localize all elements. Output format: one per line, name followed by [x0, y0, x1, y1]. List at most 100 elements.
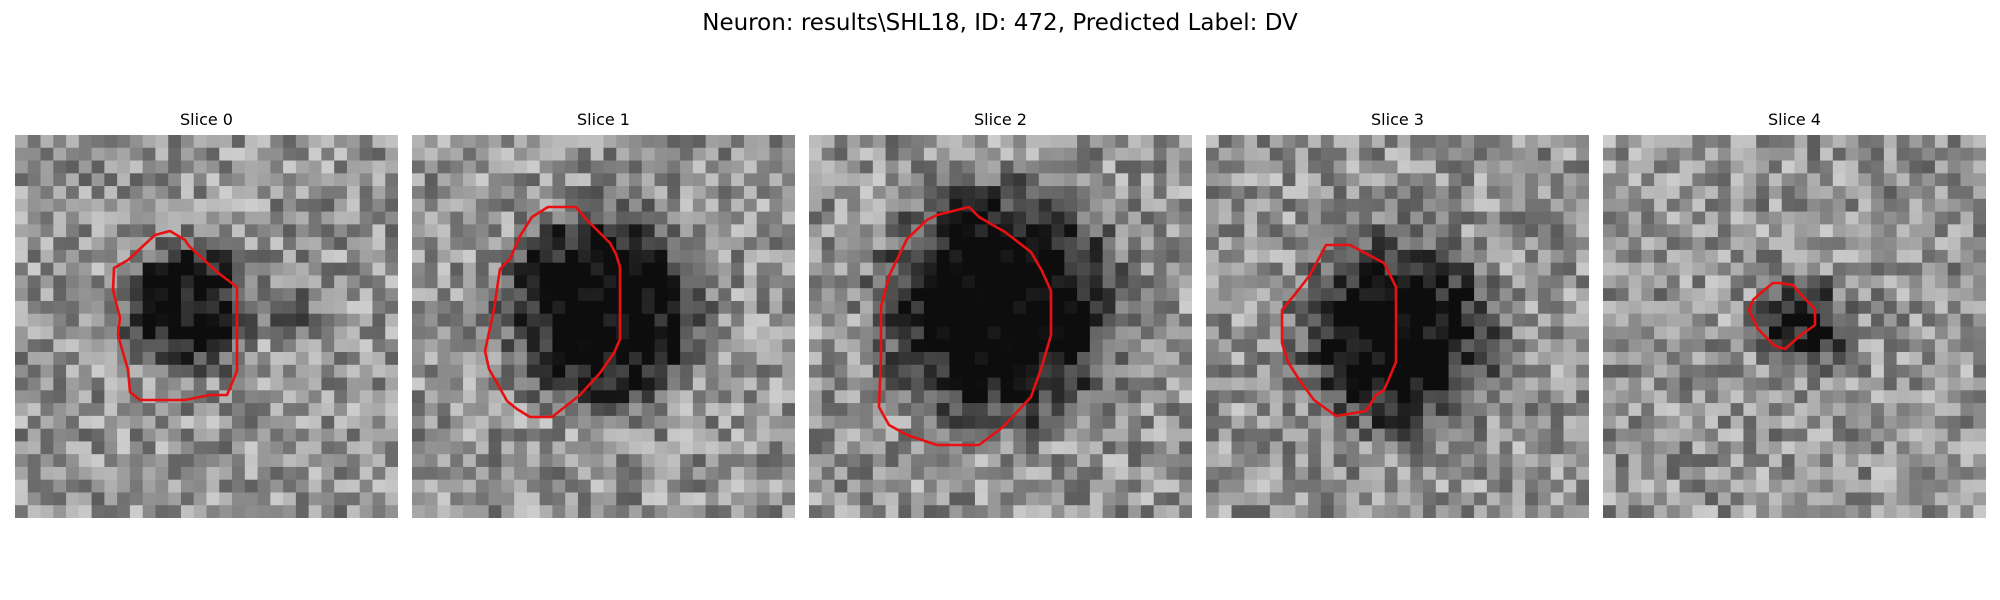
- noise-pixel: [308, 415, 322, 430]
- noise-pixel: [1359, 237, 1373, 251]
- noise-pixel: [923, 275, 938, 289]
- noise-pixel: [346, 313, 361, 328]
- noise-pixel: [1448, 300, 1462, 315]
- noise-pixel: [232, 173, 246, 187]
- noise-pixel: [1820, 454, 1834, 468]
- noise-pixel: [1499, 224, 1513, 238]
- noise-pixel: [692, 249, 707, 264]
- noise-pixel: [1615, 249, 1630, 264]
- noise-pixel: [1051, 428, 1065, 442]
- noise-pixel: [1166, 160, 1180, 174]
- noise-pixel: [78, 339, 93, 353]
- noise-pixel: [155, 262, 169, 277]
- noise-pixel: [1308, 224, 1322, 238]
- noise-pixel: [321, 505, 335, 518]
- noise-pixel: [219, 403, 233, 417]
- noise-pixel: [1206, 173, 1220, 187]
- noise-pixel: [78, 390, 93, 404]
- noise-pixel: [1768, 377, 1783, 391]
- noise-pixel: [206, 237, 220, 251]
- noise-pixel: [117, 479, 131, 494]
- noise-pixel: [756, 377, 771, 391]
- noise-pixel: [629, 262, 643, 277]
- noise-pixel: [1038, 300, 1053, 315]
- noise-pixel: [53, 275, 67, 289]
- noise-pixel: [1269, 505, 1284, 518]
- noise-pixel: [1743, 377, 1757, 391]
- noise-pixel: [1000, 505, 1014, 518]
- noise-pixel: [1231, 237, 1245, 251]
- noise-pixel: [821, 492, 836, 506]
- noise-pixel: [1474, 403, 1488, 417]
- noise-pixel: [769, 492, 783, 506]
- noise-pixel: [1166, 147, 1180, 162]
- noise-pixel: [1140, 313, 1155, 328]
- noise-pixel: [834, 403, 848, 417]
- noise-pixel: [885, 224, 899, 238]
- noise-pixel: [1000, 352, 1014, 366]
- noise-pixel: [1115, 326, 1129, 340]
- noise-pixel: [283, 326, 297, 340]
- noise-pixel: [257, 186, 271, 200]
- noise-pixel: [1218, 300, 1233, 315]
- noise-pixel: [1871, 479, 1885, 494]
- noise-pixel: [654, 428, 668, 442]
- noise-pixel: [809, 198, 823, 213]
- noise-pixel: [450, 313, 464, 328]
- noise-pixel: [1206, 224, 1220, 238]
- noise-pixel: [782, 454, 795, 468]
- noise-pixel: [1102, 288, 1116, 302]
- noise-pixel: [1512, 390, 1526, 404]
- noise-pixel: [1282, 390, 1296, 404]
- noise-pixel: [680, 224, 694, 238]
- noise-pixel: [424, 300, 439, 315]
- noise-pixel: [962, 313, 976, 328]
- noise-pixel: [295, 262, 310, 277]
- noise-pixel: [616, 428, 630, 442]
- noise-pixel: [1807, 441, 1821, 455]
- noise-pixel: [1550, 173, 1565, 187]
- noise-pixel: [821, 211, 836, 225]
- noise-pixel: [1166, 288, 1180, 302]
- noise-pixel: [936, 466, 951, 481]
- noise-pixel: [1550, 352, 1565, 366]
- noise-pixel: [91, 237, 105, 251]
- noise-pixel: [1474, 454, 1488, 468]
- noise-pixel: [809, 135, 823, 149]
- noise-pixel: [270, 441, 284, 455]
- noise-pixel: [1423, 249, 1437, 264]
- noise-pixel: [1794, 492, 1808, 506]
- noise-pixel: [334, 173, 348, 187]
- noise-pixel: [911, 326, 925, 340]
- noise-pixel: [437, 390, 451, 404]
- noise-pixel: [1051, 364, 1065, 379]
- noise-pixel: [603, 300, 617, 315]
- noise-pixel: [15, 186, 29, 200]
- noise-pixel: [206, 288, 220, 302]
- noise-pixel: [1140, 186, 1155, 200]
- noise-pixel: [539, 300, 554, 315]
- noise-pixel: [1128, 466, 1142, 481]
- noise-pixel: [565, 377, 579, 391]
- noise-pixel: [1499, 479, 1513, 494]
- noise-pixel: [1102, 160, 1116, 174]
- noise-pixel: [295, 173, 310, 187]
- noise-pixel: [514, 135, 528, 149]
- noise-pixel: [412, 262, 426, 277]
- noise-pixel: [372, 377, 386, 391]
- noise-pixel: [1512, 326, 1526, 340]
- noise-pixel: [129, 364, 144, 379]
- noise-pixel: [1102, 211, 1116, 225]
- noise-pixel: [1115, 415, 1129, 430]
- noise-pixel: [1641, 492, 1655, 506]
- noise-pixel: [756, 275, 771, 289]
- noise-pixel: [1934, 466, 1949, 481]
- noise-pixel: [412, 173, 426, 187]
- noise-pixel: [1051, 415, 1065, 430]
- noise-pixel: [385, 211, 398, 225]
- noise-pixel: [577, 415, 592, 430]
- noise-pixel: [565, 441, 579, 455]
- noise-pixel: [129, 249, 144, 264]
- noise-pixel: [270, 479, 284, 494]
- noise-pixel: [475, 160, 490, 174]
